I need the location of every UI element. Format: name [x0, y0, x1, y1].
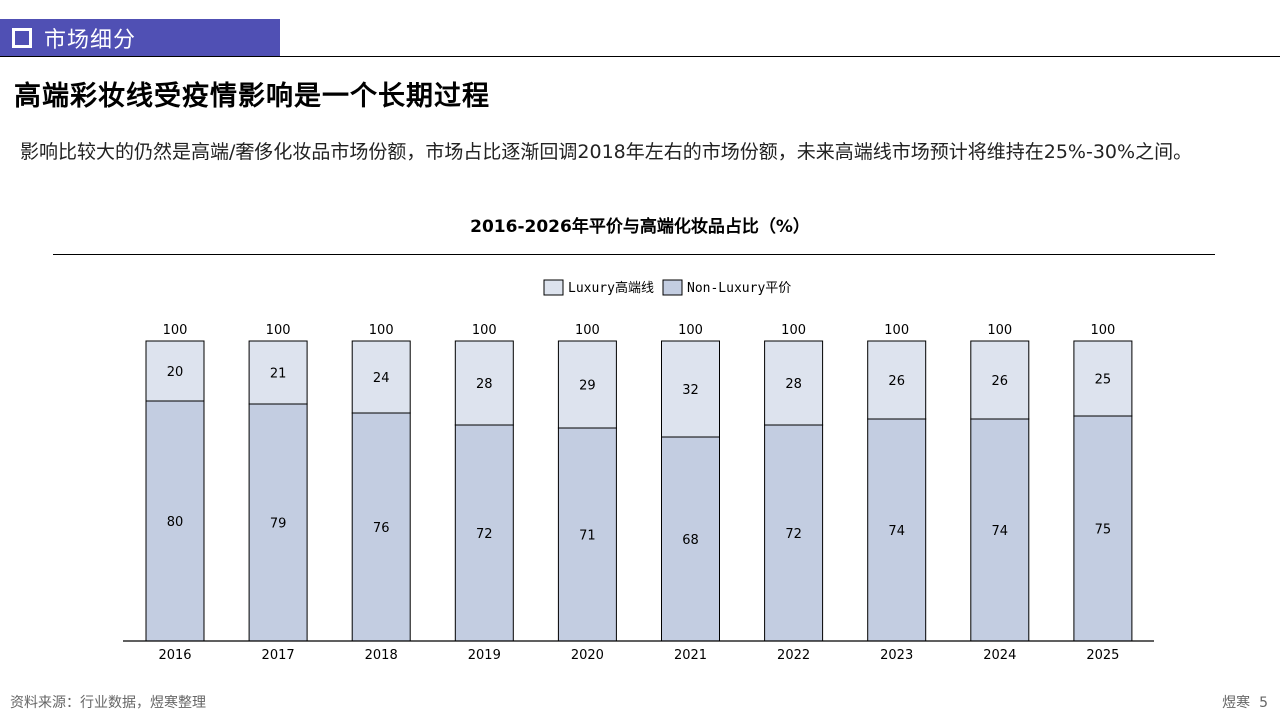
top-divider [0, 56, 1280, 57]
data-label-nonluxury-2016: 80 [167, 515, 184, 530]
data-label-luxury-2016: 20 [167, 365, 184, 380]
x-tick-label-2020: 2020 [571, 648, 604, 663]
data-label-luxury-2017: 21 [270, 367, 287, 382]
total-label-2017: 100 [266, 323, 291, 338]
bar-luxury-2016 [145, 340, 205, 402]
page-footer: 煜寒 5 [1222, 692, 1268, 712]
data-label-luxury-2023: 26 [888, 374, 905, 389]
bar-luxury-2018 [351, 340, 411, 414]
data-label-luxury-2019: 28 [476, 377, 493, 392]
bar-nonluxury-2019 [454, 424, 514, 642]
source-note: 资料来源：行业数据，煜寒整理 [10, 695, 206, 711]
bar-nonluxury-2016 [145, 400, 205, 642]
total-label-2023: 100 [884, 323, 909, 338]
data-label-luxury-2020: 29 [579, 379, 596, 394]
data-label-nonluxury-2017: 79 [270, 517, 287, 532]
footer-brand: 煜寒 [1222, 695, 1251, 711]
bar-luxury-2020 [557, 340, 617, 429]
data-label-luxury-2022: 28 [785, 377, 802, 392]
bar-nonluxury-2017 [248, 403, 308, 642]
total-label-2021: 100 [678, 323, 703, 338]
total-label-2022: 100 [781, 323, 806, 338]
section-square-icon [12, 27, 32, 48]
bar-luxury-2019 [454, 340, 514, 426]
bar-nonluxury-2025 [1073, 415, 1133, 642]
x-tick-label-2024: 2024 [983, 648, 1016, 663]
x-tick-label-2025: 2025 [1086, 648, 1119, 663]
legend-label-nonluxury: Non-Luxury平价 [687, 281, 791, 296]
total-label-2020: 100 [575, 323, 600, 338]
data-label-luxury-2025: 25 [1095, 373, 1112, 388]
bar-nonluxury-2020 [557, 427, 617, 642]
x-tick-label-2019: 2019 [468, 648, 501, 663]
x-tick-label-2017: 2017 [262, 648, 295, 663]
data-label-nonluxury-2025: 75 [1095, 523, 1112, 538]
legend-swatch-nonluxury [662, 279, 683, 296]
bar-nonluxury-2018 [351, 412, 411, 642]
legend-label-luxury: Luxury高端线 [568, 280, 654, 296]
bar-luxury-2023 [867, 340, 927, 420]
bar-luxury-2017 [248, 340, 308, 405]
page-number: 5 [1259, 695, 1268, 711]
data-label-luxury-2024: 26 [992, 374, 1009, 389]
bar-luxury-2024 [970, 340, 1030, 420]
page-description: 影响比较大的仍然是高端/奢侈化妆品市场份额，市场占比逐渐回调2018年左右的市场… [20, 141, 1193, 163]
data-label-nonluxury-2021: 68 [682, 533, 699, 548]
data-label-nonluxury-2023: 74 [888, 524, 905, 539]
total-label-2016: 100 [163, 323, 188, 338]
section-tab: 市场细分 [0, 19, 280, 56]
bar-nonluxury-2023 [867, 418, 927, 642]
legend-swatch-luxury [543, 279, 564, 296]
total-label-2024: 100 [987, 323, 1012, 338]
bar-luxury-2022 [764, 340, 824, 426]
page-title: 高端彩妆线受疫情影响是一个长期过程 [14, 81, 490, 112]
x-tick-label-2023: 2023 [880, 648, 913, 663]
total-label-2018: 100 [369, 323, 394, 338]
bar-luxury-2025 [1073, 340, 1133, 417]
data-label-nonluxury-2019: 72 [476, 527, 493, 542]
data-label-nonluxury-2022: 72 [785, 527, 802, 542]
chart-title: 2016-2026年平价与高端化妆品占比（%） [470, 217, 810, 237]
total-label-2025: 100 [1090, 323, 1115, 338]
bar-nonluxury-2021 [661, 436, 720, 642]
data-label-nonluxury-2018: 76 [373, 521, 390, 536]
data-label-nonluxury-2024: 74 [992, 524, 1009, 539]
data-label-luxury-2021: 32 [682, 383, 699, 398]
total-label-2019: 100 [472, 323, 497, 338]
x-tick-label-2021: 2021 [674, 648, 707, 663]
bar-luxury-2021 [661, 340, 720, 438]
chart-title-divider [53, 254, 1215, 255]
x-tick-label-2022: 2022 [777, 648, 810, 663]
stacked-bar-chart: Luxury高端线 Non-Luxury平价 20 80 100 2016 21 79 100 2… [123, 279, 1154, 663]
x-tick-label-2018: 2018 [365, 648, 398, 663]
section-label: 市场细分 [44, 27, 137, 53]
data-label-nonluxury-2020: 71 [579, 529, 596, 544]
x-tick-label-2016: 2016 [158, 648, 191, 663]
data-label-luxury-2018: 24 [373, 371, 390, 386]
